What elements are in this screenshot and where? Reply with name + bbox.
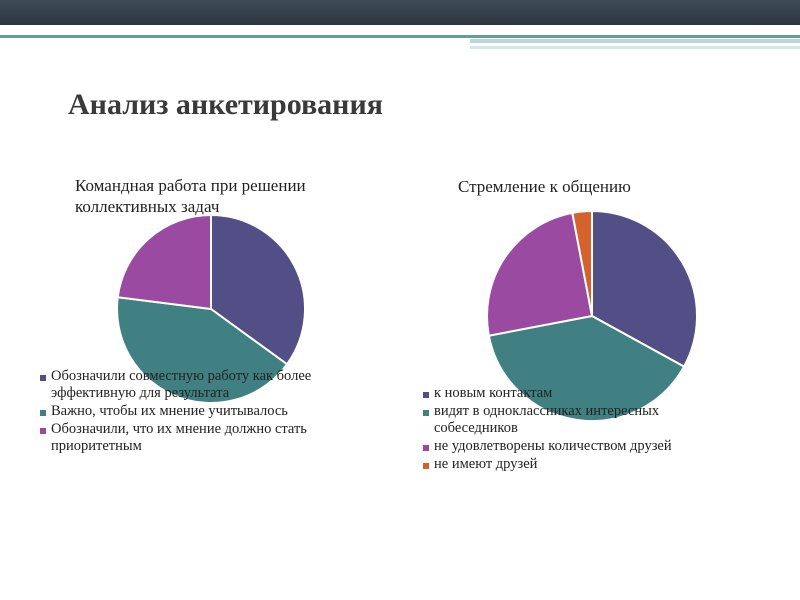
legend-label: не имеют друзей [434, 456, 538, 472]
slide-title: Анализ анкетирования [68, 88, 383, 121]
accent-line-light-short [470, 46, 800, 49]
legend-swatch [423, 463, 429, 469]
legend-swatch [423, 392, 429, 398]
legend-label: видят в одноклассниках интересных собесе… [434, 403, 660, 436]
chart-1-title: Командная работа при решении коллективны… [75, 176, 306, 216]
pie-slice-2 [487, 314, 686, 422]
top-bar [0, 0, 800, 25]
pie-slice-2 [116, 296, 289, 405]
pie-slice-3 [486, 211, 594, 337]
legend-swatch [40, 428, 46, 434]
legend-swatch [40, 410, 46, 416]
pie-slice-4 [571, 209, 593, 317]
legend-item: к новым контактам [423, 385, 743, 402]
chart-2-title: Стремление к общению [458, 177, 631, 196]
legend-item: не имеют друзей [423, 456, 743, 473]
legend-label: Обозначили совместную работу как более э… [51, 368, 312, 401]
legend-item: Важно, чтобы их мнение учитывалось [40, 403, 385, 420]
legend-item: видят в одноклассниках интересных собесе… [423, 403, 743, 437]
legend-swatch [423, 410, 429, 416]
chart-1-pie [116, 213, 306, 405]
legend-swatch [40, 375, 46, 381]
legend-label: Важно, чтобы их мнение учитывалось [51, 403, 288, 419]
legend-item: Обозначили, что их мнение должно стать п… [40, 421, 385, 455]
chart-1-legend: Обозначили совместную работу как более э… [40, 368, 385, 456]
legend-label: Обозначили, что их мнение должно стать п… [51, 421, 307, 454]
legend-item: Обозначили совместную работу как более э… [40, 368, 385, 402]
pie-slice-3 [116, 213, 212, 311]
legend-swatch [423, 445, 429, 451]
pie-slice-1 [210, 213, 306, 366]
pie-slice-1 [591, 209, 698, 368]
legend-label: не удовлетворены количеством друзей [434, 438, 672, 454]
legend-label: к новым контактам [434, 385, 553, 401]
legend-item: не удовлетворены количеством друзей [423, 438, 743, 455]
chart-2-pie [486, 209, 698, 422]
accent-line-light [470, 39, 800, 43]
chart-2-legend: к новым контактам видят в одноклассниках … [423, 385, 743, 474]
accent-line [0, 35, 800, 38]
